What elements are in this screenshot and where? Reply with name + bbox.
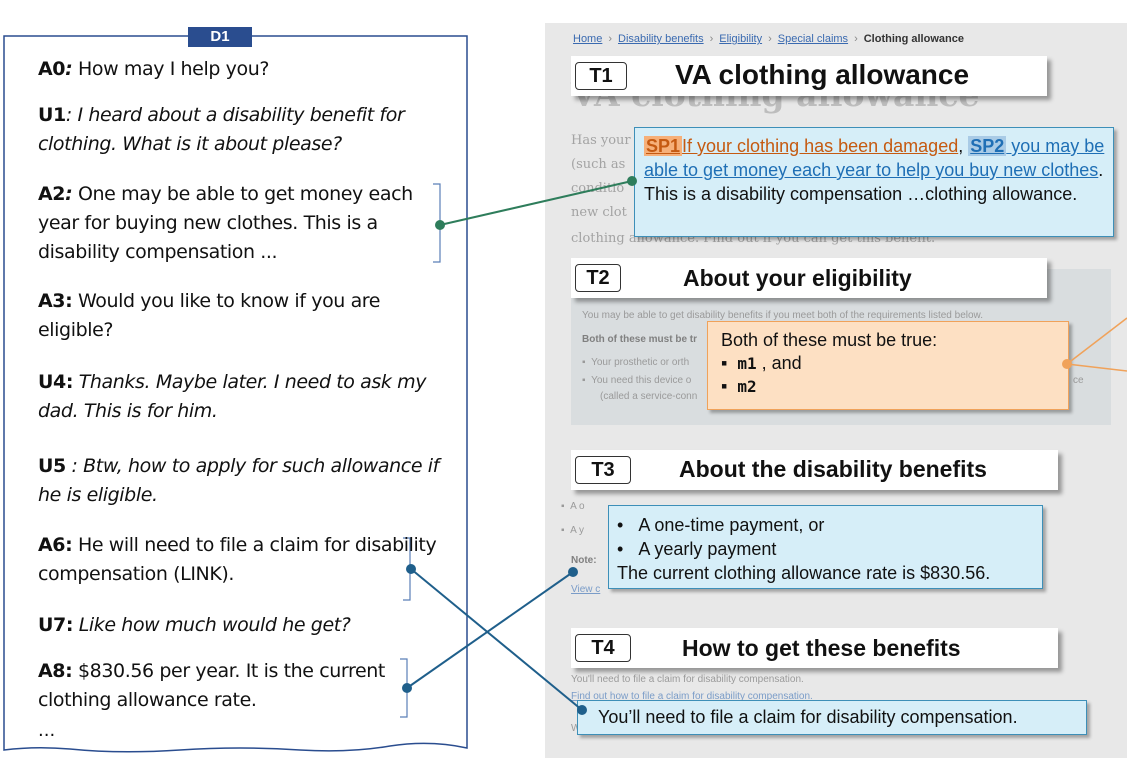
callout-t2-m1-item: ▪ m1 , and: [721, 353, 802, 373]
section-title-t2-text: About your eligibility: [683, 265, 912, 291]
breadcrumb: Home › Disability benefits › Eligibility › Spe…: [573, 33, 964, 45]
ghost-ben-b2: ▪ A y: [561, 525, 585, 536]
section-title-t3: T3 About the disability benefits: [571, 450, 1058, 490]
callout-t2-intro: Both of these must be true:: [721, 330, 938, 350]
section-title-t1-text: VA clothing allowance: [675, 59, 970, 90]
ghost-ben-b1: ▪ A o: [561, 501, 585, 512]
turn-a6: A6: He will need to file a claim for dis…: [38, 534, 437, 585]
section-title-t4: T4 How to get these benefits: [571, 628, 1058, 668]
callout-t1-rest: . This is a disability compensation …clo…: [644, 160, 1104, 204]
ghost-elig-b2: ▪ You need this device o: [582, 375, 692, 386]
ghost-intro-3: conditio: [571, 181, 625, 196]
turn-u7: U7: Like how much would he get?: [38, 614, 351, 636]
ghost-w: W: [571, 723, 581, 734]
ghost-file-line: You'll need to file a claim for disabili…: [571, 674, 804, 685]
ghost-view-link[interactable]: View c: [571, 584, 601, 595]
ghost-note: Note:: [571, 555, 597, 566]
callout-t3-bullet-2: • A yearly payment: [617, 539, 777, 559]
section-title-t2: T2 About your eligibility: [571, 258, 1047, 298]
tag-t4: T4: [575, 634, 631, 662]
breadcrumb-disability-benefits[interactable]: Disability benefits: [618, 33, 704, 45]
breadcrumb-home[interactable]: Home: [573, 33, 603, 45]
turn-a3: A3: Would you like to know if you are el…: [38, 290, 381, 341]
tag-t3: T3: [575, 456, 631, 484]
turn-a0: A0: How may I help you?: [38, 58, 270, 80]
ghost-elig-line: You may be able to get disability benefi…: [582, 310, 983, 321]
callout-t3-bullet-1: • A one-time payment, or: [617, 515, 825, 535]
section-title-t4-text: How to get these benefits: [682, 635, 961, 661]
turn-u1: U1: I heard about a disability benefit f…: [38, 104, 405, 155]
ghost-intro-4: new clot: [571, 205, 627, 220]
callout-t2-m2-item: ▪ m2: [721, 376, 757, 396]
m1-label: m1: [737, 354, 757, 373]
m2-label: m2: [737, 377, 757, 396]
callout-t1-content: SP1 If your clothing has been damaged, SP…: [634, 127, 1114, 237]
turn-a2: A2: One may be able to get money each ye…: [38, 183, 413, 263]
ghost-intro-2: (such as: [571, 157, 626, 172]
ghost-intro-1: Has your: [571, 133, 631, 148]
sp2-tag: SP2: [968, 136, 1007, 156]
sp1-span: If your clothing has been damaged: [682, 136, 959, 156]
ghost-file-link[interactable]: Find out how to file a claim for disabil…: [571, 691, 813, 702]
turn-a8: A8: $830.56 per year. It is the current …: [38, 660, 385, 711]
ghost-elig-b3: (called a service-conn: [600, 391, 698, 402]
callout-t3-rate: The current clothing allowance rate is $…: [617, 563, 991, 583]
tag-t2: T2: [575, 264, 621, 292]
turn-u5: U5 : Btw, how to apply for such allowanc…: [38, 455, 439, 506]
tag-t1: T1: [575, 62, 627, 90]
callout-t2-content: Both of these must be true: ▪ m1 , and ▪…: [707, 321, 1069, 410]
dialogue-ellipsis: ...: [38, 720, 56, 741]
sp2-span: you may be able to get money each year t…: [644, 136, 1105, 180]
section-title-t3-text: About the disability benefits: [679, 456, 987, 482]
ghost-elig-b1: ▪ Your prosthetic or orth: [582, 357, 690, 368]
breadcrumb-eligibility[interactable]: Eligibility: [719, 33, 763, 45]
ghost-elig-bold: Both of these must be tr: [582, 334, 698, 345]
callout-t3-content: • A one-time payment, or • A yearly paym…: [608, 505, 1043, 589]
sp1-tag: SP1: [644, 136, 683, 156]
section-title-t1: T1 VA clothing allowance: [571, 56, 1047, 96]
ghost-elig-b2-tail: ce: [1073, 375, 1084, 386]
turn-u4: U4: Thanks. Maybe later. I need to ask m…: [38, 371, 427, 422]
breadcrumb-special-claims[interactable]: Special claims: [777, 33, 849, 45]
breadcrumb-current: Clothing allowance: [863, 33, 964, 45]
callout-t4-content: You’ll need to file a claim for disabili…: [577, 700, 1087, 735]
dialogue-label: D1: [188, 27, 252, 47]
